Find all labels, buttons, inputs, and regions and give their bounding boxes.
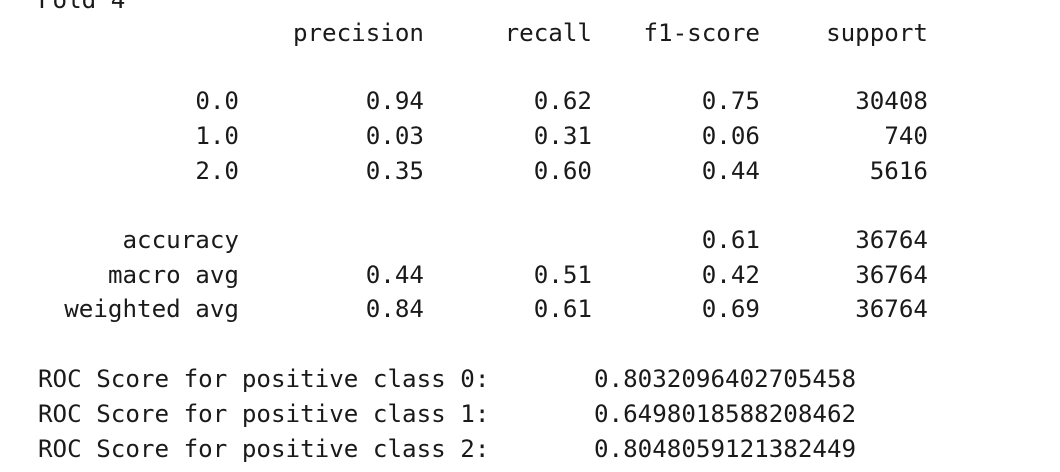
row-recall: 0.62: [533, 87, 592, 115]
header-recall: recall: [504, 19, 592, 47]
row-support: 30408: [855, 87, 928, 115]
report-row-accuracy: accuracy 0.61 36764: [38, 223, 929, 257]
row-support: 5616: [869, 157, 928, 185]
row-label: 0.0: [195, 87, 239, 115]
header-f1-score: f1-score: [643, 19, 761, 47]
roc-score-label: ROC Score for positive class 0:: [38, 365, 490, 393]
roc-score-value: 0.6498018588208462: [594, 400, 857, 428]
row-label: accuracy: [122, 226, 240, 254]
row-precision: 0.35: [365, 157, 424, 185]
row-f1-score: 0.44: [701, 157, 760, 185]
roc-score-line-class-1: ROC Score for positive class 1: 0.649801…: [38, 397, 856, 431]
row-precision: 0.03: [365, 122, 424, 150]
report-row-class-0: 0.0 0.94 0.62 0.75 30408: [38, 84, 928, 118]
row-f1-score: 0.42: [701, 261, 760, 289]
report-header-row: precision recall f1-score support: [38, 16, 928, 50]
roc-score-line-class-0: ROC Score for positive class 0: 0.803209…: [38, 362, 856, 396]
fold-title: Fold 4: [38, 0, 126, 14]
report-row-class-1: 1.0 0.03 0.31 0.06 740: [38, 119, 928, 153]
row-precision: 0.94: [365, 87, 424, 115]
roc-score-label: ROC Score for positive class 2:: [38, 435, 490, 463]
row-recall: 0.60: [533, 157, 592, 185]
row-precision: [239, 223, 424, 257]
report-row-class-2: 2.0 0.35 0.60 0.44 5616: [38, 154, 928, 188]
roc-score-label: ROC Score for positive class 1:: [38, 400, 490, 428]
roc-score-value: 0.8048059121382449: [594, 435, 857, 463]
row-support: 36764: [855, 261, 928, 289]
row-f1-score: 0.61: [701, 226, 760, 254]
row-precision: 0.44: [365, 261, 424, 289]
row-recall: 0.51: [533, 261, 592, 289]
header-label: [38, 16, 239, 50]
row-precision: 0.84: [365, 295, 424, 323]
row-label: macro avg: [107, 261, 239, 289]
row-f1-score: 0.06: [701, 122, 760, 150]
report-row-weighted-avg: weighted avg 0.84 0.61 0.69 36764: [38, 292, 928, 326]
row-f1-score: 0.69: [701, 295, 760, 323]
row-label: weighted avg: [64, 295, 239, 323]
row-f1-score: 0.75: [701, 87, 760, 115]
row-recall: 0.31: [533, 122, 592, 150]
row-support: 36764: [855, 295, 928, 323]
row-recall: 0.61: [533, 295, 592, 323]
roc-score-value: 0.8032096402705458: [594, 365, 857, 393]
header-precision: precision: [292, 19, 424, 47]
row-support: 36764: [855, 226, 928, 254]
row-recall: [424, 223, 592, 257]
row-label: 1.0: [195, 122, 239, 150]
roc-score-line-class-2: ROC Score for positive class 2: 0.804805…: [38, 432, 856, 466]
row-support: 740: [884, 122, 928, 150]
report-row-macro-avg: macro avg 0.44 0.51 0.42 36764: [38, 258, 928, 292]
row-label: 2.0: [195, 157, 239, 185]
header-support: support: [826, 19, 928, 47]
